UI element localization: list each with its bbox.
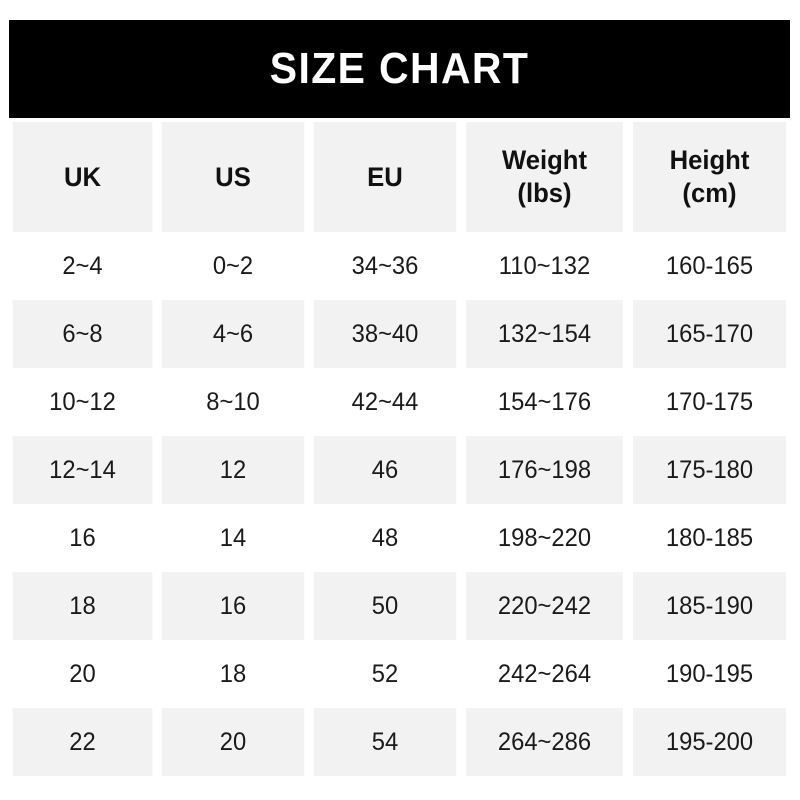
cell-height: 185-190	[633, 572, 786, 640]
cell-weight: 220~242	[466, 572, 623, 640]
cell-us: 8~10	[161, 368, 305, 436]
cell-uk: 16	[12, 504, 153, 572]
size-chart-table: UK US EU Weight (lbs) Height (cm) 2~4 0~…	[9, 122, 790, 776]
column-header-us-label: US	[215, 161, 251, 192]
table-row: 16 14 48 198~220 180-185	[9, 504, 790, 572]
cell-uk: 2~4	[12, 232, 153, 300]
cell-weight: 242~264	[466, 640, 623, 708]
cell-uk: 6~8	[12, 300, 153, 368]
cell-weight: 176~198	[466, 436, 623, 504]
cell-height: 180-185	[633, 504, 786, 572]
cell-uk: 20	[12, 640, 153, 708]
column-header-weight-label: Weight (lbs)	[501, 145, 588, 208]
cell-us: 12	[161, 436, 305, 504]
column-header-us: US	[161, 122, 305, 232]
table-row: 12~14 12 46 176~198 175-180	[9, 436, 790, 504]
cell-weight: 110~132	[466, 232, 623, 300]
cell-height: 165-170	[633, 300, 786, 368]
cell-uk: 18	[12, 572, 153, 640]
cell-us: 4~6	[161, 300, 305, 368]
cell-eu: 34~36	[313, 232, 457, 300]
table-row: 6~8 4~6 38~40 132~154 165-170	[9, 300, 790, 368]
table-row: 22 20 54 264~286 195-200	[9, 708, 790, 776]
cell-weight: 264~286	[466, 708, 623, 776]
table-header-row: UK US EU Weight (lbs) Height (cm)	[9, 122, 790, 232]
cell-us: 14	[161, 504, 305, 572]
column-header-eu-label: EU	[367, 161, 403, 192]
title-band: SIZE CHART	[9, 20, 790, 118]
cell-us: 20	[161, 708, 305, 776]
cell-eu: 48	[313, 504, 457, 572]
cell-eu: 50	[313, 572, 457, 640]
cell-weight: 132~154	[466, 300, 623, 368]
table-row: 18 16 50 220~242 185-190	[9, 572, 790, 640]
cell-weight: 154~176	[466, 368, 623, 436]
cell-uk: 12~14	[12, 436, 153, 504]
cell-uk: 22	[12, 708, 153, 776]
cell-height: 190-195	[633, 640, 786, 708]
page-title: SIZE CHART	[269, 44, 530, 93]
column-header-uk-label: UK	[63, 161, 102, 192]
cell-height: 170-175	[633, 368, 786, 436]
cell-uk: 10~12	[12, 368, 153, 436]
cell-eu: 46	[313, 436, 457, 504]
cell-height: 160-165	[633, 232, 786, 300]
cell-us: 18	[161, 640, 305, 708]
column-header-height: Height (cm)	[633, 122, 786, 232]
column-header-uk: UK	[12, 122, 153, 232]
table-row: 2~4 0~2 34~36 110~132 160-165	[9, 232, 790, 300]
column-header-eu: EU	[313, 122, 457, 232]
cell-eu: 38~40	[313, 300, 457, 368]
cell-us: 16	[161, 572, 305, 640]
cell-height: 195-200	[633, 708, 786, 776]
cell-us: 0~2	[161, 232, 305, 300]
cell-weight: 198~220	[466, 504, 623, 572]
cell-height: 175-180	[633, 436, 786, 504]
cell-eu: 52	[313, 640, 457, 708]
cell-eu: 42~44	[313, 368, 457, 436]
table-row: 20 18 52 242~264 190-195	[9, 640, 790, 708]
column-header-weight: Weight (lbs)	[466, 122, 623, 232]
column-header-height-label: Height (cm)	[669, 145, 750, 208]
cell-eu: 54	[313, 708, 457, 776]
table-row: 10~12 8~10 42~44 154~176 170-175	[9, 368, 790, 436]
